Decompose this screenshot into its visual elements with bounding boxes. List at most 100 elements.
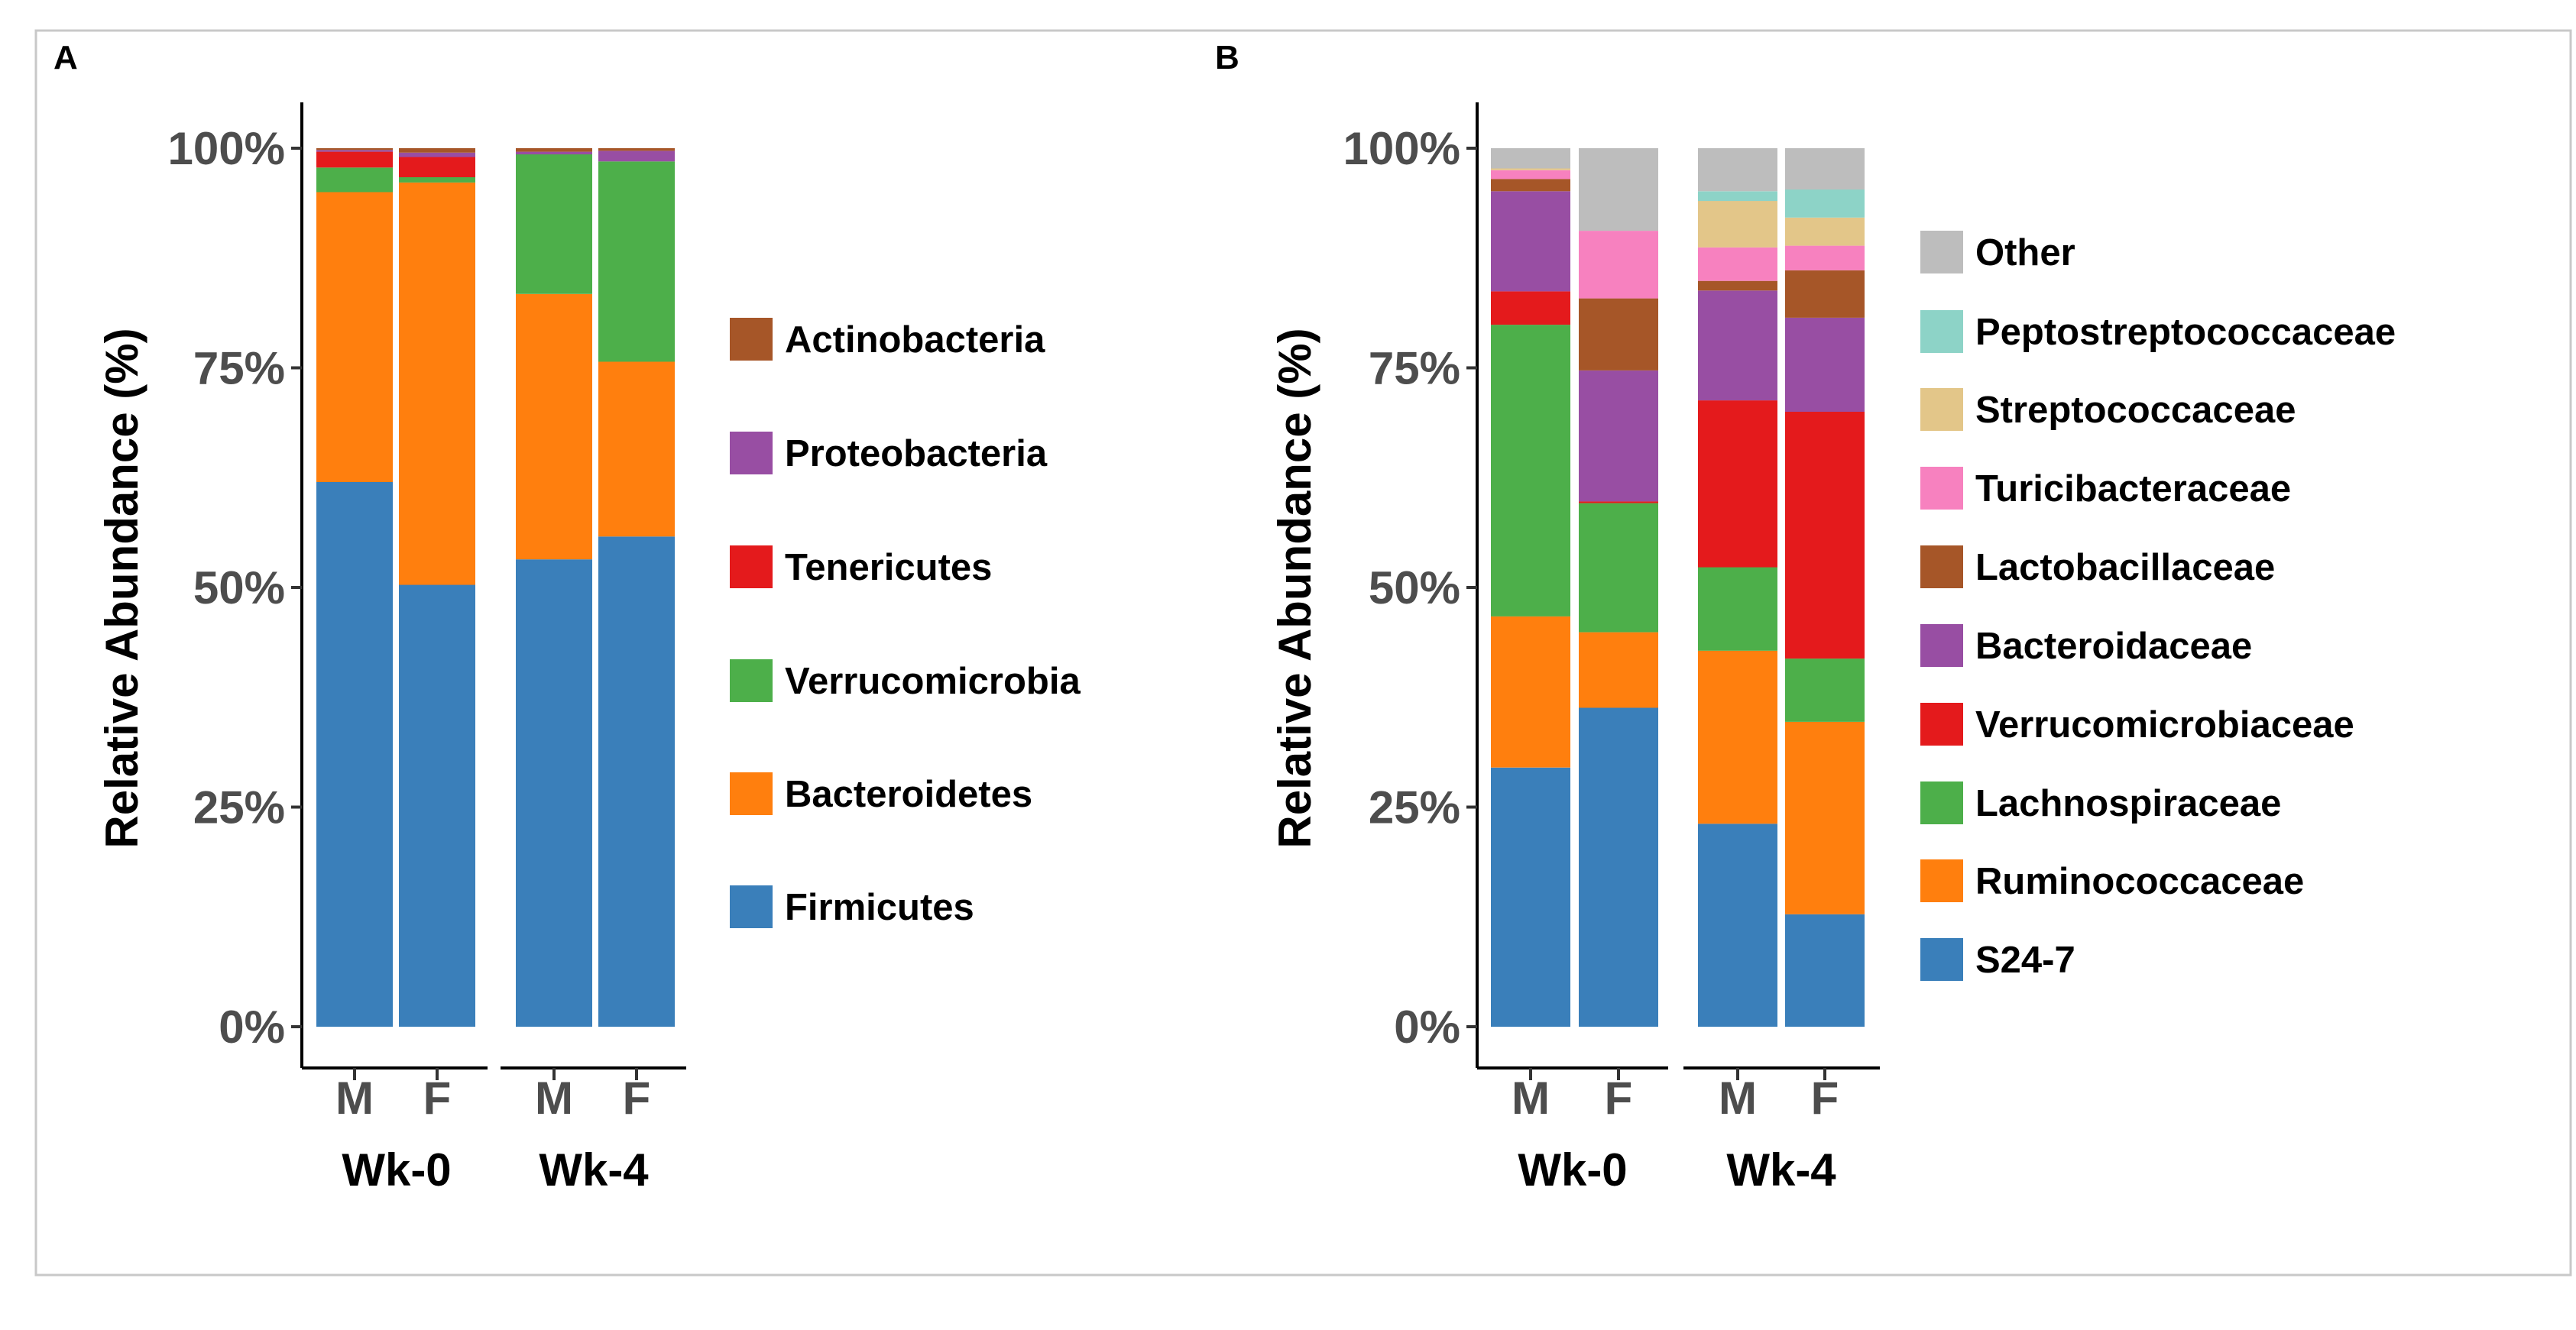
legend-label-streptococcaceae: Streptococcaceae bbox=[1975, 390, 2296, 431]
legend-label-lachnospiraceae: Lachnospiraceae bbox=[1975, 783, 2281, 824]
legend-swatch-bacteroidetes bbox=[730, 772, 773, 815]
bar-segment-verrucomicrobiaceae-4 bbox=[1785, 412, 1865, 659]
legend-label-other: Other bbox=[1975, 232, 2075, 273]
legend-swatch-lachnospiraceae bbox=[1920, 781, 1963, 824]
legend-label-proteobacteria: Proteobacteria bbox=[785, 433, 1048, 474]
bar-segment-firmicutes-4 bbox=[598, 536, 675, 1027]
y-tick-label: 100% bbox=[168, 123, 285, 174]
group-label-wk-4: Wk-4 bbox=[539, 1144, 649, 1196]
legend-label-bacteroidetes: Bacteroidetes bbox=[785, 774, 1032, 815]
bar-segment-bacteroidaceae-3 bbox=[1698, 290, 1777, 401]
bar-segment-other-4 bbox=[1785, 148, 1865, 190]
group-label-wk-0: Wk-0 bbox=[342, 1144, 451, 1196]
y-axis-title: Relative Abundance (%) bbox=[96, 328, 147, 848]
bar-segment-streptococcaceae-4 bbox=[1785, 217, 1865, 246]
bar-segment-lachnospiraceae-1 bbox=[1491, 325, 1570, 616]
bar-segment-lachnospiraceae-2 bbox=[1579, 503, 1658, 633]
bar-segment-verrucomicrobiaceae-3 bbox=[1698, 400, 1777, 568]
legend-label-actinobacteria: Actinobacteria bbox=[785, 319, 1045, 361]
bar-segment-turicibacteraceae-4 bbox=[1785, 245, 1865, 270]
legend-swatch-ruminococcaceae bbox=[1920, 859, 1963, 902]
bar-segment-bacteroidetes-2 bbox=[399, 182, 475, 585]
legend-swatch-tenericutes bbox=[730, 545, 773, 588]
y-tick-label: 0% bbox=[1394, 1002, 1460, 1053]
legend-swatch-proteobacteria bbox=[730, 432, 773, 474]
bar-segment-tenericutes-1 bbox=[316, 151, 393, 168]
bar-segment-tenericutes-2 bbox=[399, 157, 475, 177]
bar-segment-lactobacillaceae-1 bbox=[1491, 179, 1570, 192]
bar-segment-proteobacteria-1 bbox=[316, 150, 393, 152]
panel-a-letter: A bbox=[53, 39, 78, 76]
legend-label-verrucomicrobia: Verrucomicrobia bbox=[785, 661, 1081, 702]
legend-label-firmicutes: Firmicutes bbox=[785, 887, 974, 928]
bar-segment-bacteroidetes-4 bbox=[598, 361, 675, 537]
x-tick-label-m: M bbox=[535, 1073, 573, 1124]
bar-segment-verrucomicrobiaceae-1 bbox=[1491, 291, 1570, 325]
bar-segment-bacteroidetes-3 bbox=[516, 293, 592, 560]
y-axis-title: Relative Abundance (%) bbox=[1269, 328, 1320, 848]
bar-segment-s24-7-4 bbox=[1785, 914, 1865, 1027]
bar-segment-actinobacteria-2 bbox=[399, 148, 475, 153]
x-tick-label-m: M bbox=[1719, 1073, 1757, 1124]
bar-segment-firmicutes-1 bbox=[316, 482, 393, 1027]
bar-segment-s24-7-3 bbox=[1698, 824, 1777, 1027]
y-tick-label: 75% bbox=[1369, 343, 1460, 394]
bar-segment-firmicutes-3 bbox=[516, 559, 592, 1027]
legend-label-ruminococcaceae: Ruminococcaceae bbox=[1975, 861, 2304, 902]
legend-label-s24-7: S24-7 bbox=[1975, 940, 2075, 981]
legend-swatch-streptococcaceae bbox=[1920, 388, 1963, 431]
bar-segment-ruminococcaceae-3 bbox=[1698, 650, 1777, 824]
bar-segment-streptococcaceae-1 bbox=[1491, 168, 1570, 170]
bar-segment-ruminococcaceae-2 bbox=[1579, 632, 1658, 708]
legend-label-turicibacteraceae: Turicibacteraceae bbox=[1975, 468, 2291, 510]
panel-b-letter: B bbox=[1215, 39, 1239, 76]
bar-segment-turicibacteraceae-3 bbox=[1698, 248, 1777, 281]
bar-segment-bacteroidaceae-1 bbox=[1491, 191, 1570, 292]
bar-segment-lactobacillaceae-4 bbox=[1785, 270, 1865, 318]
x-tick-label-f: F bbox=[1811, 1073, 1839, 1124]
legend-swatch-actinobacteria bbox=[730, 318, 773, 361]
bar-segment-ruminococcaceae-4 bbox=[1785, 722, 1865, 914]
x-tick-label-m: M bbox=[335, 1073, 374, 1124]
y-tick-label: 75% bbox=[193, 343, 285, 394]
group-label-wk-4: Wk-4 bbox=[1726, 1144, 1836, 1196]
bar-segment-firmicutes-2 bbox=[399, 584, 475, 1027]
bar-segment-actinobacteria-3 bbox=[516, 148, 592, 152]
bar-segment-lactobacillaceae-2 bbox=[1579, 298, 1658, 371]
y-tick-label: 0% bbox=[219, 1002, 285, 1053]
bar-segment-actinobacteria-4 bbox=[598, 148, 675, 151]
bar-segment-proteobacteria-3 bbox=[516, 151, 592, 155]
bar-segment-ruminococcaceae-1 bbox=[1491, 616, 1570, 768]
x-tick-label-f: F bbox=[623, 1073, 651, 1124]
bar-segment-other-3 bbox=[1698, 148, 1777, 192]
bar-segment-streptococcaceae-3 bbox=[1698, 201, 1777, 248]
legend-label-verrucomicrobiaceae: Verrucomicrobiaceae bbox=[1975, 704, 2354, 746]
bar-segment-turicibacteraceae-1 bbox=[1491, 170, 1570, 180]
x-tick-label-f: F bbox=[423, 1073, 452, 1124]
x-tick-label-m: M bbox=[1512, 1073, 1550, 1124]
bar-segment-verrucomicrobia-1 bbox=[316, 167, 393, 193]
panel-b: B 0% 25% 50% 75% 100% Relative Abundance (%) Wk… bbox=[1215, 39, 2396, 1196]
legend-b: Other Peptostreptococcaceae Streptococcace… bbox=[1920, 231, 2396, 981]
bar-segment-other-1 bbox=[1491, 148, 1570, 169]
legend-swatch-peptostreptococcaceae bbox=[1920, 310, 1963, 353]
bar-segment-s24-7-2 bbox=[1579, 707, 1658, 1027]
bar-segment-bacteroidaceae-2 bbox=[1579, 371, 1658, 502]
bar-segment-lactobacillaceae-3 bbox=[1698, 280, 1777, 291]
bar-segment-lachnospiraceae-4 bbox=[1785, 659, 1865, 722]
bar-segment-verrucomicrobia-3 bbox=[516, 154, 592, 294]
legend-a: Actinobacteria Proteobacteria Tenericutes V… bbox=[730, 318, 1081, 928]
legend-swatch-s24-7 bbox=[1920, 938, 1963, 981]
y-tick-label: 25% bbox=[193, 782, 285, 833]
y-tick-label: 25% bbox=[1369, 782, 1460, 833]
legend-swatch-lactobacillaceae bbox=[1920, 545, 1963, 588]
figure-border bbox=[34, 29, 2572, 1277]
legend-label-lactobacillaceae: Lactobacillaceae bbox=[1975, 547, 2275, 588]
y-tick-label: 50% bbox=[193, 562, 285, 613]
group-label-wk-0: Wk-0 bbox=[1518, 1144, 1627, 1196]
bar-segment-actinobacteria-1 bbox=[316, 148, 393, 150]
legend-swatch-turicibacteraceae bbox=[1920, 467, 1963, 510]
bar-segment-peptostreptococcaceae-4 bbox=[1785, 189, 1865, 218]
bar-segment-verrucomicrobia-4 bbox=[598, 161, 675, 362]
bar-segment-lachnospiraceae-3 bbox=[1698, 567, 1777, 651]
